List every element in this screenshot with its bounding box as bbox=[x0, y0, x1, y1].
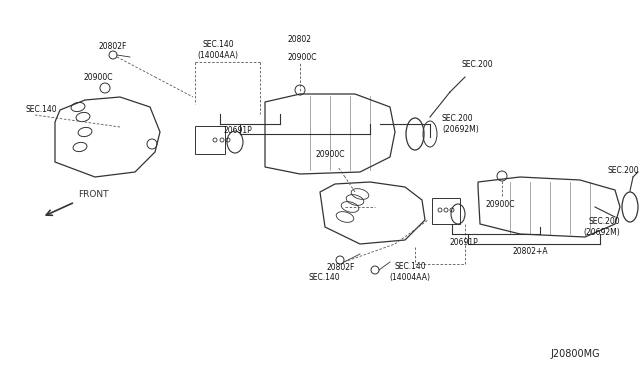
Text: 20900C: 20900C bbox=[83, 73, 113, 81]
Text: SEC.140: SEC.140 bbox=[25, 105, 56, 113]
Text: SEC.140
(14004AA): SEC.140 (14004AA) bbox=[198, 40, 239, 60]
Text: FRONT: FRONT bbox=[78, 189, 109, 199]
Text: 20691P: 20691P bbox=[450, 237, 479, 247]
Text: SEC.140
(14004AA): SEC.140 (14004AA) bbox=[390, 262, 431, 282]
Text: SEC.200
(20692M): SEC.200 (20692M) bbox=[583, 217, 620, 237]
Text: SEC.140: SEC.140 bbox=[308, 273, 340, 282]
Text: SEC.200
(20692M): SEC.200 (20692M) bbox=[442, 114, 479, 134]
Text: 20802F: 20802F bbox=[99, 42, 127, 51]
Text: 20900C: 20900C bbox=[485, 199, 515, 208]
Text: 20900C: 20900C bbox=[316, 150, 345, 158]
Text: 20802: 20802 bbox=[288, 35, 312, 44]
Text: 20802F: 20802F bbox=[327, 263, 355, 272]
Text: SEC.200: SEC.200 bbox=[462, 60, 493, 68]
Text: 20802+A: 20802+A bbox=[512, 247, 548, 257]
Text: 20900C: 20900C bbox=[287, 52, 317, 61]
Text: J20800MG: J20800MG bbox=[550, 349, 600, 359]
Text: SEC.200: SEC.200 bbox=[607, 166, 639, 174]
Text: 20691P: 20691P bbox=[224, 125, 253, 135]
